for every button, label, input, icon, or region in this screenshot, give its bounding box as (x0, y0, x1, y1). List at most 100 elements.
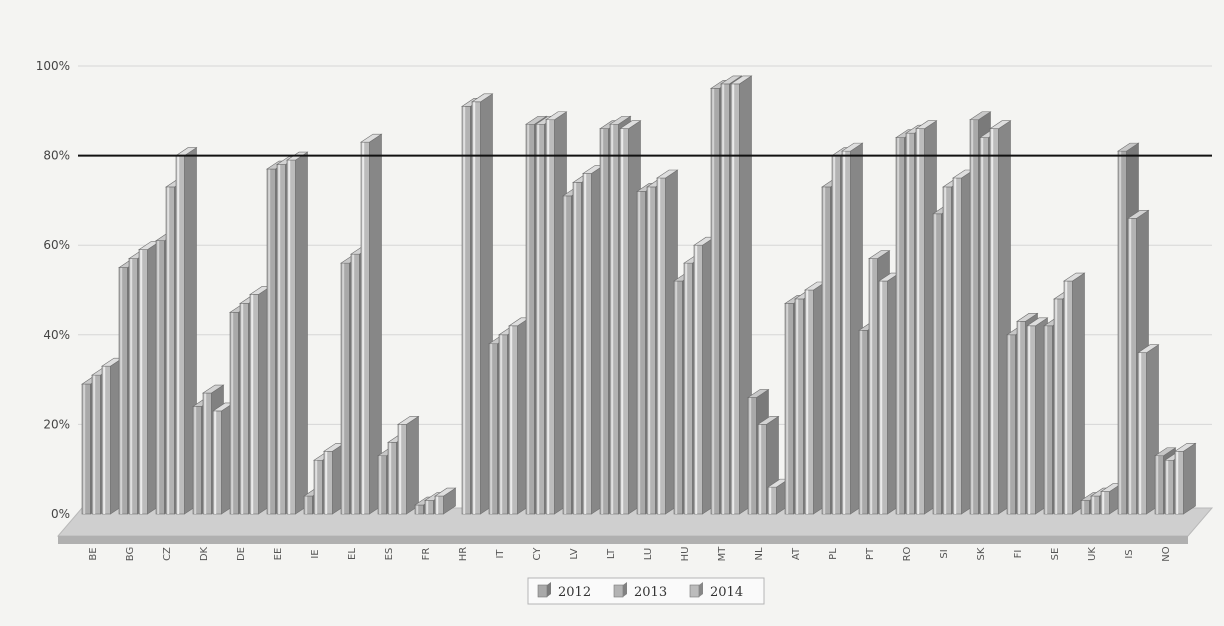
bar-highlight (177, 155, 180, 514)
bar-highlight (1082, 500, 1085, 514)
x-tick-label: ES (384, 548, 395, 561)
bar-highlight (1166, 460, 1169, 514)
legend-swatch-front (613, 584, 624, 598)
bar-highlight (732, 83, 735, 515)
bar-top (1137, 344, 1160, 354)
x-tick-label: DK (199, 546, 210, 561)
bar-highlight (1119, 151, 1122, 514)
bar-top (619, 120, 642, 130)
bar-top (1063, 272, 1086, 282)
chart-floor-edge (58, 536, 1188, 544)
bar-side (406, 415, 419, 515)
bar-highlight (510, 325, 513, 514)
bar-highlight (1045, 325, 1048, 514)
bar-highlight (1065, 281, 1068, 514)
bar (915, 120, 938, 515)
bar-highlight (769, 487, 772, 514)
x-tick-label: AT (791, 547, 802, 560)
bar-highlight (241, 303, 244, 514)
bar-highlight (1176, 451, 1179, 514)
x-tick-label: IE (310, 549, 321, 558)
bar (1174, 442, 1197, 515)
bar-highlight (231, 312, 234, 514)
bar-highlight (722, 83, 725, 515)
bar-highlight (621, 128, 624, 514)
x-tick-label: EL (347, 548, 358, 560)
bar (1063, 272, 1086, 515)
bar-highlight (1129, 218, 1132, 514)
x-tick-label: UK (1087, 547, 1098, 561)
bar-top (1127, 210, 1150, 219)
x-tick-label: SI (939, 549, 950, 558)
x-tick-label: LT (606, 548, 617, 559)
bar-highlight (1092, 496, 1095, 514)
bar-highlight (399, 424, 402, 514)
bar-top (545, 111, 568, 121)
legend-swatch-side (547, 582, 551, 597)
bar-highlight (917, 128, 920, 514)
legend-swatch-side (623, 582, 627, 597)
bar-highlight (897, 137, 900, 514)
bar-highlight (167, 186, 170, 514)
bar-highlight (695, 245, 698, 514)
bar-highlight (537, 124, 540, 515)
x-tick-label: LV (569, 548, 580, 559)
legend-label: 2013 (634, 585, 667, 600)
bar-highlight (954, 178, 957, 514)
bar-top (656, 169, 679, 179)
bar-side (1183, 442, 1196, 515)
x-tick-label: EE (273, 548, 284, 561)
x-tick-label: RO (902, 546, 913, 561)
bar-highlight (685, 263, 688, 514)
bar-highlight (675, 281, 678, 514)
x-tick-label: NL (754, 547, 765, 560)
bar-top (757, 416, 780, 425)
bar-side (295, 151, 308, 515)
bar-highlight (712, 88, 715, 515)
bar-top (989, 120, 1012, 130)
bar-highlight (907, 133, 910, 514)
bar-highlight (971, 119, 974, 514)
bar-top (841, 142, 864, 152)
legend-label: 2012 (558, 585, 591, 600)
bar-highlight (584, 173, 587, 514)
bar-highlight (823, 186, 826, 514)
bar-highlight (1018, 321, 1021, 514)
bar-highlight (759, 424, 762, 514)
x-tick-label: SK (976, 547, 987, 560)
x-tick-label: FR (421, 548, 432, 561)
x-tick-label: DE (236, 547, 247, 561)
bar-top (525, 115, 548, 125)
x-tick-label: IS (1124, 549, 1135, 558)
bar-highlight (1139, 352, 1142, 514)
legend-label: 2014 (710, 585, 743, 600)
bar-highlight (436, 496, 439, 514)
legend-swatch-front (689, 584, 700, 598)
bar-top (720, 75, 743, 85)
bar-highlight (611, 124, 614, 515)
bar (286, 151, 309, 515)
bar-highlight (1156, 455, 1159, 514)
bar-highlight (749, 397, 752, 514)
x-tick-label: SE (1050, 548, 1061, 561)
bar-highlight (288, 160, 291, 514)
bar-highlight (574, 182, 577, 515)
x-tick-label: IT (495, 549, 506, 559)
bar-highlight (527, 124, 530, 515)
bar-top (202, 384, 225, 394)
bar-highlight (806, 290, 809, 514)
bar-top (397, 416, 420, 425)
bar-top (1026, 317, 1049, 327)
bar (434, 487, 457, 515)
bar-highlight (473, 101, 476, 514)
x-tick-label: FI (1013, 550, 1024, 559)
y-tick-label: 80% (43, 149, 70, 163)
bar-highlight (214, 410, 217, 514)
bar-highlight (463, 106, 466, 514)
bar-highlight (991, 128, 994, 514)
bar-highlight (315, 460, 318, 514)
bar-highlight (860, 330, 863, 514)
legend-box (527, 577, 765, 605)
